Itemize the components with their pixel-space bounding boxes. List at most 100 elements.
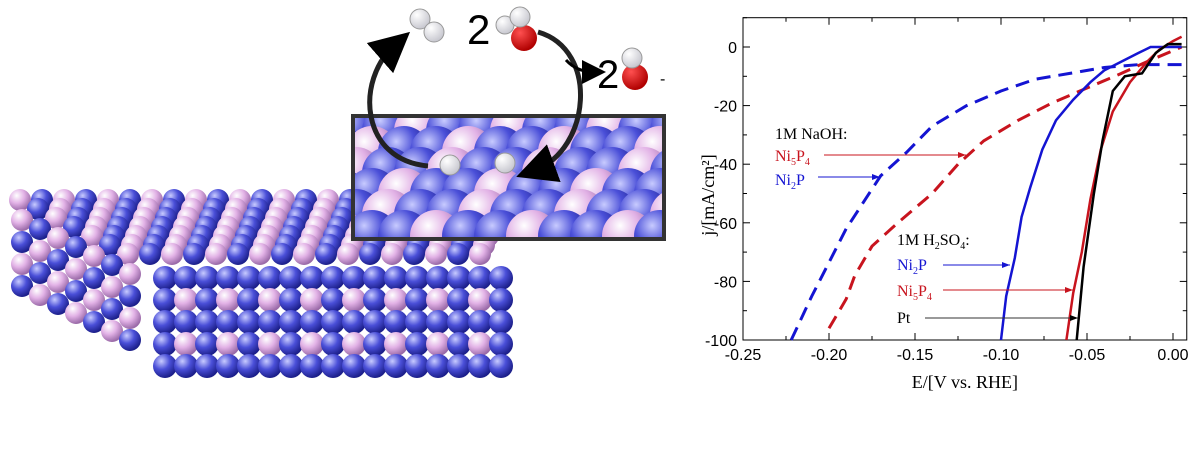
x-axis-label: E/[V vs. RHE] — [912, 372, 1018, 392]
atom — [119, 263, 141, 285]
atom — [279, 354, 303, 378]
atom — [29, 284, 51, 306]
atom — [363, 288, 387, 312]
atom — [153, 332, 177, 356]
atom — [227, 243, 249, 265]
atom — [27, 198, 49, 220]
surface-atom — [634, 210, 663, 238]
atom — [139, 243, 161, 265]
atom — [63, 216, 85, 238]
atom — [315, 243, 337, 265]
atom — [384, 332, 408, 356]
atom — [81, 225, 103, 247]
atom — [300, 288, 324, 312]
atom — [469, 243, 491, 265]
atom — [195, 266, 219, 290]
atom — [468, 288, 492, 312]
atom — [101, 276, 123, 298]
formula-part: 2 — [791, 181, 796, 192]
cycle-arrow-down — [516, 29, 584, 182]
atom — [279, 288, 303, 312]
atom — [447, 354, 471, 378]
atom — [468, 354, 492, 378]
atom — [174, 332, 198, 356]
atom — [11, 209, 33, 231]
hydrogen-molecule-icon — [409, 8, 445, 43]
formula-part: P — [796, 148, 805, 165]
formula-part: Ni — [897, 283, 914, 300]
hydroxide-ion-icon — [621, 47, 648, 90]
atom — [363, 266, 387, 290]
formula-part: P — [796, 172, 805, 189]
atom — [384, 266, 408, 290]
atom — [426, 332, 450, 356]
atom — [258, 332, 282, 356]
atom — [195, 332, 219, 356]
atom — [195, 310, 219, 334]
formula-part: P — [918, 257, 927, 274]
formula-part: 5 — [913, 292, 918, 303]
x-tick-label: 0.00 — [1157, 347, 1188, 364]
atom — [237, 354, 261, 378]
atom — [83, 289, 105, 311]
naoh-ni5p4-label: Ni5P4 — [775, 148, 810, 168]
atom — [45, 207, 67, 229]
y-tick-label: -60 — [714, 216, 737, 233]
atom — [300, 354, 324, 378]
atom — [47, 293, 69, 315]
atom — [279, 332, 303, 356]
y-tick-label: -80 — [714, 274, 737, 291]
y-tick-label: -40 — [714, 157, 737, 174]
atom — [447, 288, 471, 312]
atom — [384, 288, 408, 312]
atom — [65, 302, 87, 324]
atom — [83, 267, 105, 289]
formula-part: 2 — [935, 241, 940, 252]
reaction-cycle: 2 2 - — [366, 6, 665, 182]
series-line-2 — [999, 45, 1182, 341]
atom — [342, 310, 366, 334]
y-tick-label: 0 — [728, 40, 737, 57]
atom — [205, 243, 227, 265]
surface-inset — [351, 114, 666, 241]
atom — [65, 280, 87, 302]
atom — [321, 288, 345, 312]
formula-part: 4 — [805, 157, 810, 168]
atom — [174, 354, 198, 378]
formula-part: P — [918, 283, 927, 300]
atom — [174, 266, 198, 290]
atom — [174, 288, 198, 312]
naoh-ni2p-label: Ni2P — [775, 172, 805, 192]
atom — [342, 266, 366, 290]
cycle-arrow-up — [366, 31, 429, 169]
atom — [101, 254, 123, 276]
hydroxide-coefficient: 2 — [597, 53, 619, 97]
series-line-4 — [1075, 42, 1182, 341]
atom — [359, 243, 381, 265]
atom — [9, 189, 31, 211]
atom — [489, 266, 513, 290]
atom — [342, 332, 366, 356]
atom — [363, 332, 387, 356]
formula-part: Ni — [897, 257, 914, 274]
atom — [11, 253, 33, 275]
atom — [279, 266, 303, 290]
formula-part: 5 — [791, 157, 796, 168]
atom — [425, 243, 447, 265]
x-tick-label: -0.10 — [983, 347, 1020, 364]
formula-part: 4 — [960, 241, 965, 252]
atom — [119, 329, 141, 351]
atom — [447, 243, 469, 265]
atom — [216, 288, 240, 312]
water-coefficient: 2 — [467, 6, 490, 53]
formula-part: 1M H — [897, 232, 935, 249]
formula-part: Ni — [775, 148, 792, 165]
series-line-1 — [827, 45, 1183, 330]
atom — [183, 243, 205, 265]
formula-part: Ni — [775, 172, 792, 189]
hydroxide-charge: - — [660, 71, 665, 88]
atom — [47, 271, 69, 293]
atom — [101, 320, 123, 342]
atom — [237, 310, 261, 334]
